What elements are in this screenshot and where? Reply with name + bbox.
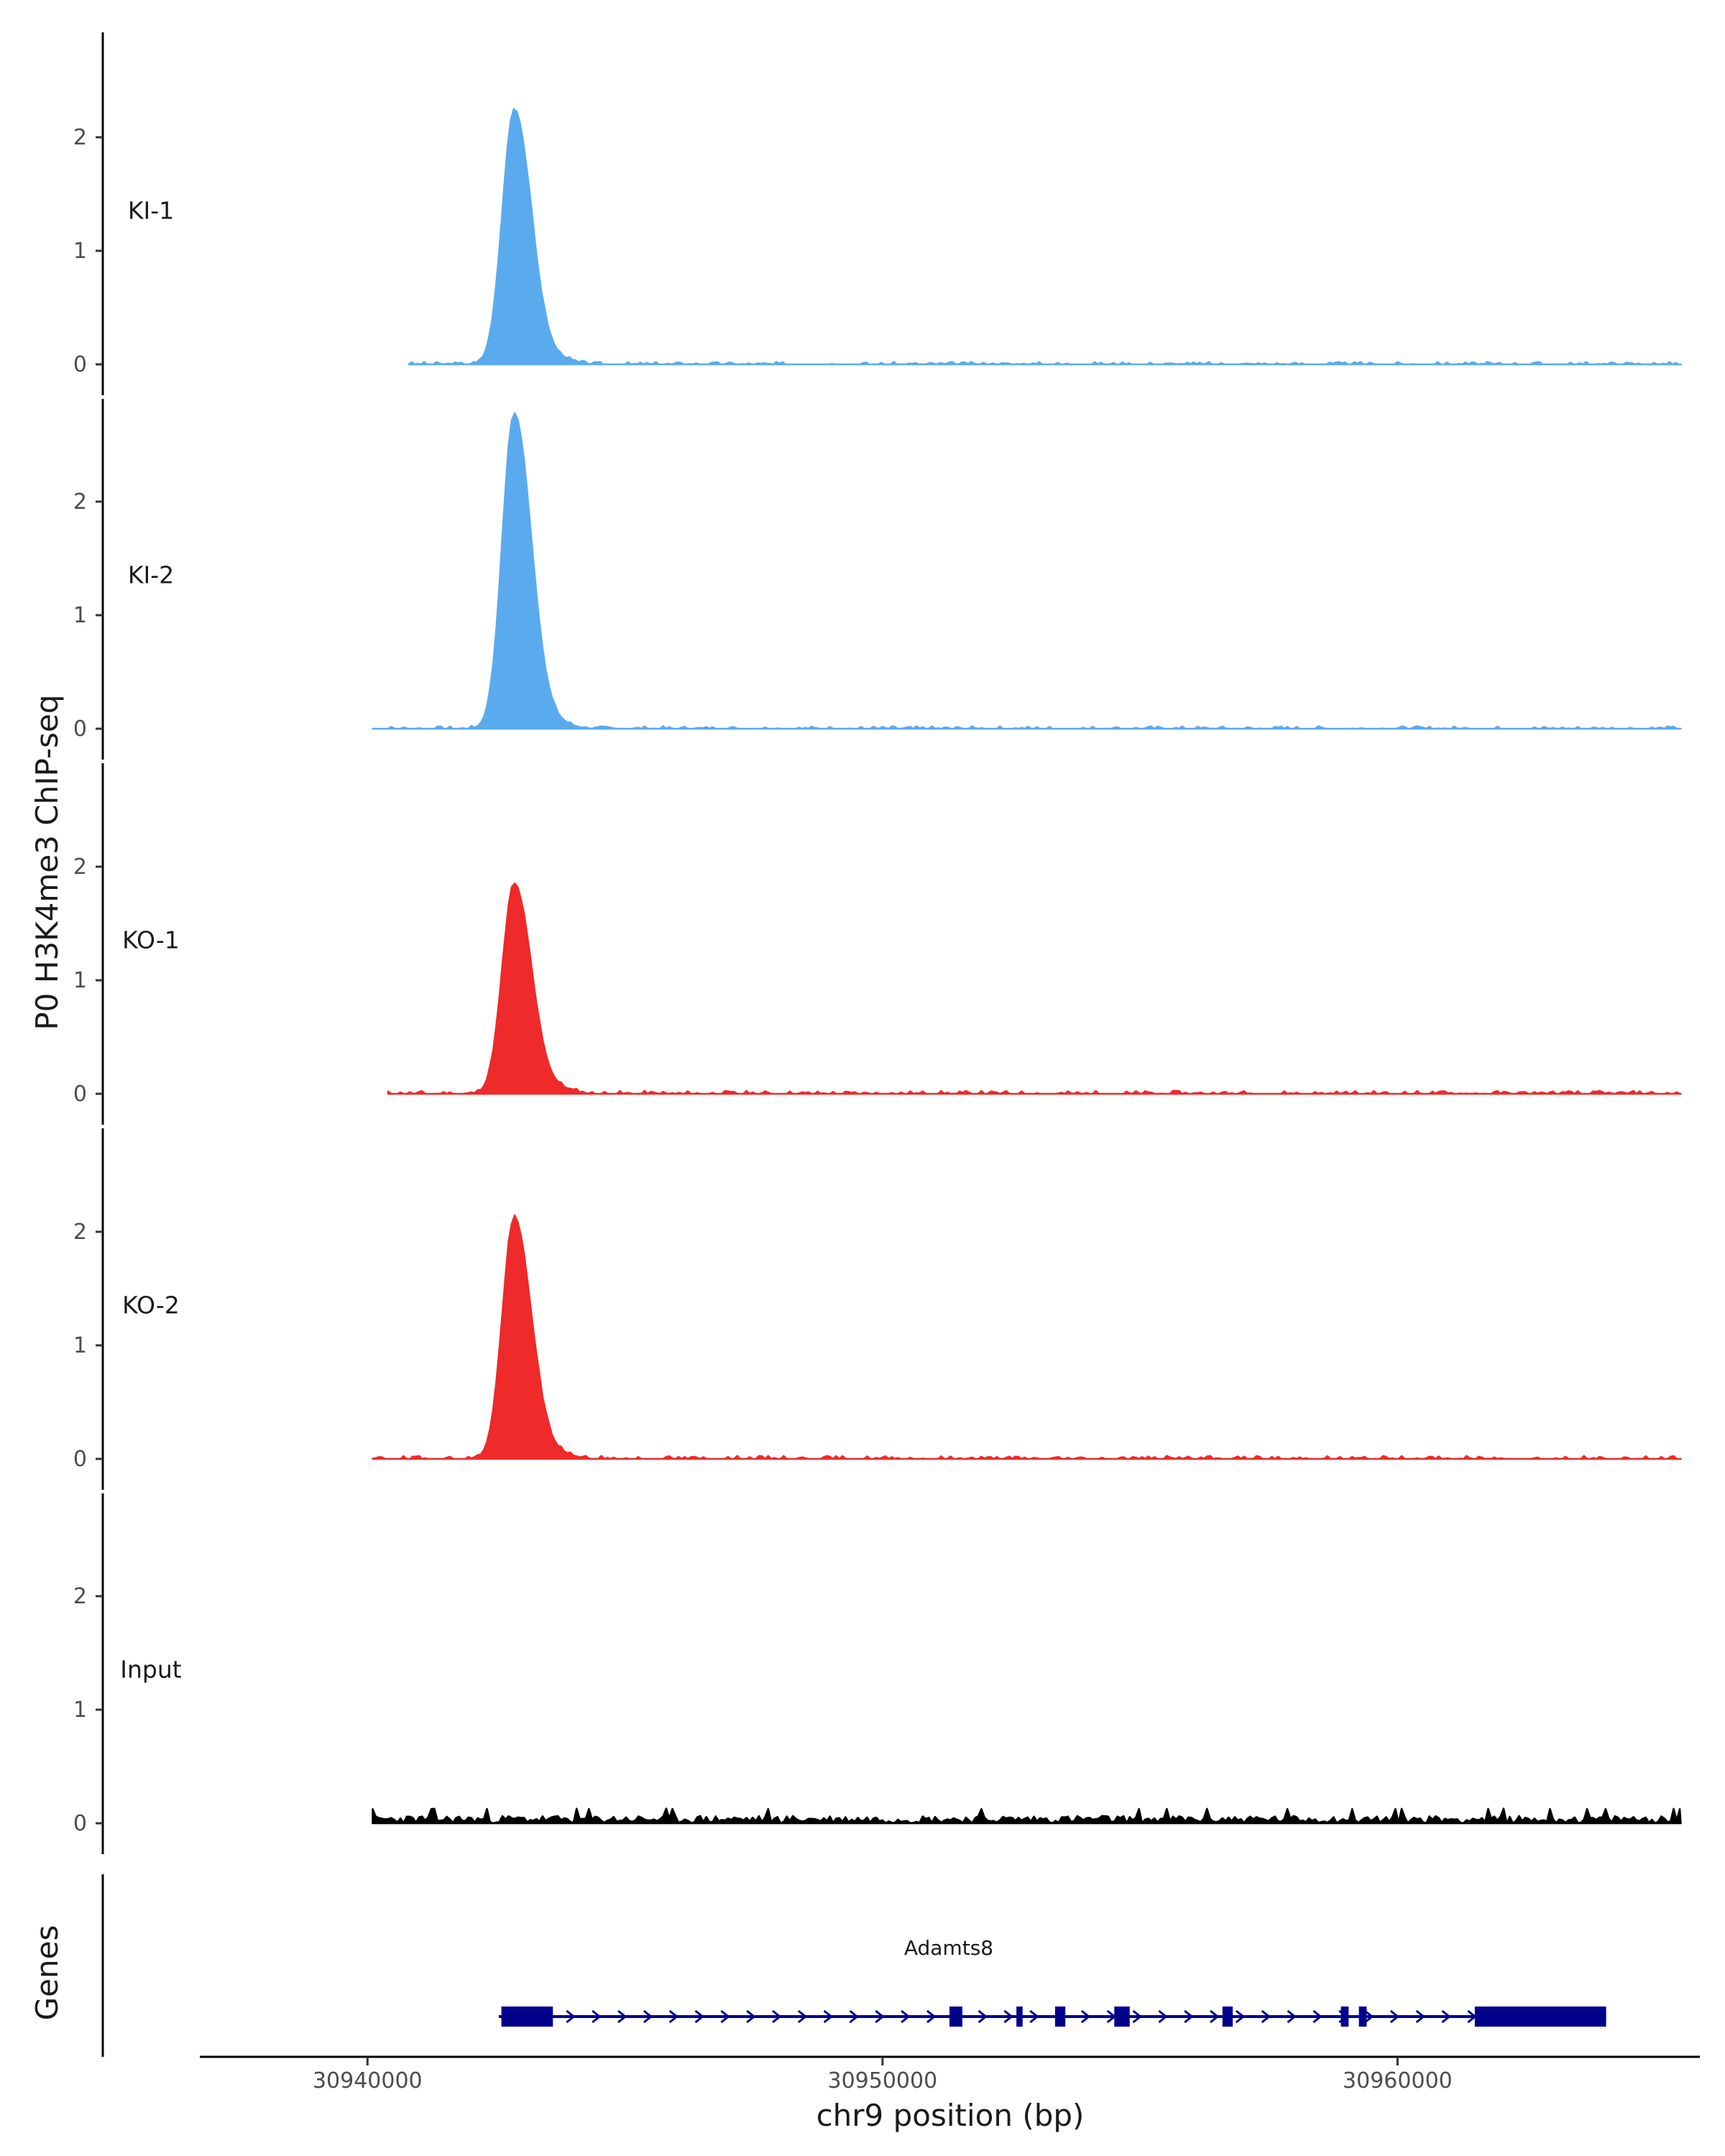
- strand-arrow: [746, 2009, 756, 2024]
- strand-arrow: [668, 2009, 679, 2024]
- y-axis-title: P0 H3K4me3 ChIP-seq: [29, 694, 65, 1030]
- strand-arrow: [926, 2009, 937, 2024]
- track-ko-1: 0 1 2 KO-1: [73, 763, 1682, 1125]
- signal-area: [372, 412, 1682, 730]
- track-label: Input: [120, 1656, 182, 1684]
- exon: [1358, 2007, 1367, 2027]
- y-tick-label: 2: [73, 125, 87, 150]
- strand-arrow: [1235, 2009, 1246, 2024]
- signal-area: [372, 1807, 1682, 1825]
- strand-arrow: [1158, 2009, 1168, 2024]
- strand-arrow: [875, 2009, 885, 2024]
- gene-adamts8: Adamts8: [499, 1936, 1606, 2027]
- exon: [949, 2007, 962, 2027]
- strand-arrow: [566, 2009, 576, 2024]
- y-tick-label: 1: [73, 1697, 87, 1723]
- x-tick-label: 30950000: [827, 2068, 937, 2093]
- strand-arrow: [978, 2009, 988, 2024]
- exon: [1474, 2007, 1606, 2027]
- strand-arrow: [823, 2009, 834, 2024]
- strand-arrow: [1261, 2009, 1271, 2024]
- y-tick-label: 0: [73, 1082, 87, 1107]
- x-tick-label: 30960000: [1343, 2068, 1453, 2093]
- exon: [1222, 2007, 1233, 2027]
- strand-arrow: [1210, 2009, 1220, 2024]
- exon: [1340, 2007, 1349, 2027]
- genes-panel: Adamts8: [101, 1874, 1606, 2057]
- strand-arrow: [694, 2009, 704, 2024]
- track-ki-1: 0 1 2 KI-1: [73, 32, 1682, 395]
- strand-arrow: [643, 2009, 653, 2024]
- track-input: 0 1 2 Input: [73, 1493, 1682, 1854]
- strand-arrow: [772, 2009, 782, 2024]
- strand-arrow: [1364, 2009, 1374, 2024]
- genes-axis-title: Genes: [29, 1925, 65, 2021]
- y-tick-label: 1: [73, 239, 87, 264]
- strand-arrow: [901, 2009, 911, 2024]
- signal-area: [408, 108, 1682, 366]
- y-tick-label: 1: [73, 603, 87, 628]
- strand-arrow: [1287, 2009, 1297, 2024]
- strand-arrow: [1312, 2009, 1322, 2024]
- x-axis-title: chr9 position (bp): [816, 2098, 1085, 2133]
- strand-arrow: [617, 2009, 627, 2024]
- strand-arrow: [1080, 2009, 1091, 2024]
- strand-arrow: [1389, 2009, 1400, 2024]
- strand-arrow: [1132, 2009, 1142, 2024]
- y-tick-label: 2: [73, 854, 87, 880]
- track-ko-2: 0 1 2 KO-2: [73, 1128, 1682, 1490]
- y-tick-label: 2: [73, 489, 87, 515]
- exon: [1016, 2007, 1023, 2027]
- y-tick-label: 0: [73, 1811, 87, 1836]
- strand-arrow: [720, 2009, 730, 2024]
- signal-area: [372, 1214, 1682, 1460]
- y-tick-label: 2: [73, 1584, 87, 1609]
- track-label: KO-1: [122, 926, 180, 954]
- gene-name-label: Adamts8: [904, 1936, 993, 1960]
- strand-arrow: [1003, 2009, 1013, 2024]
- strand-arrow: [1029, 2009, 1039, 2024]
- strand-arrow: [1184, 2009, 1194, 2024]
- exon: [1114, 2007, 1130, 2027]
- strand-arrow: [592, 2009, 602, 2024]
- strand-arrow: [849, 2009, 859, 2024]
- y-tick-label: 0: [73, 352, 87, 377]
- track-label: KO-2: [122, 1291, 180, 1319]
- x-tick-label: 30940000: [313, 2068, 423, 2093]
- track-label: KI-1: [128, 197, 174, 225]
- exon: [501, 2007, 553, 2027]
- signal-tracks: 0 1 2 KI-1 0 1 2 KI-2 0 1 2 KO-1 0 1 2 KO-2 0 1 2 Input: [73, 32, 1682, 1854]
- track-ki-2: 0 1 2 KI-2: [73, 399, 1682, 760]
- x-axis: 30940000 30950000 30960000: [200, 2055, 1700, 2093]
- y-tick-label: 1: [73, 968, 87, 993]
- strand-arrow: [797, 2009, 808, 2024]
- strand-arrow: [1441, 2009, 1451, 2024]
- y-tick-label: 1: [73, 1333, 87, 1358]
- track-label: KI-2: [128, 561, 174, 589]
- y-tick-label: 0: [73, 1447, 87, 1472]
- exon: [1054, 2007, 1066, 2027]
- strand-arrow: [1415, 2009, 1426, 2024]
- y-tick-label: 2: [73, 1220, 87, 1245]
- signal-area: [387, 883, 1682, 1095]
- y-tick-label: 0: [73, 717, 87, 742]
